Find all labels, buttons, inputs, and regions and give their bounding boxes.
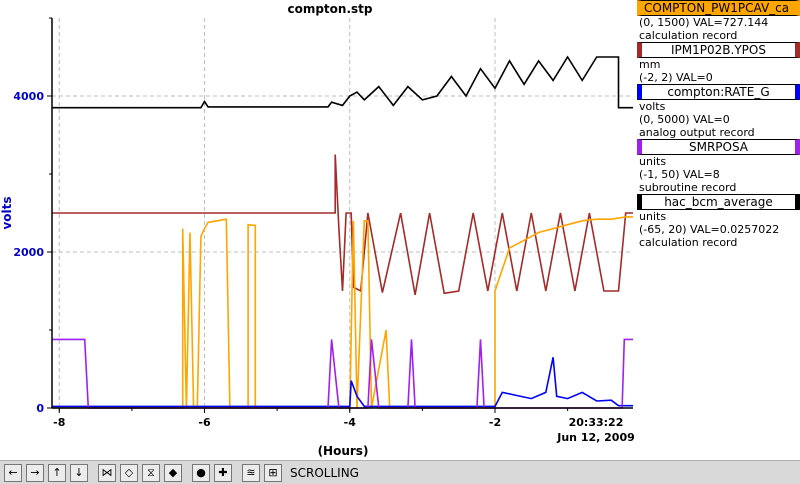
legend-detail: calculation record	[639, 236, 738, 249]
legend-detail: (0, 5000) VAL=0	[639, 113, 730, 126]
pan-left-icon[interactable]: ←	[4, 463, 22, 482]
chart: compton.stp volts (Hours) 20:33:22 Jun 1…	[0, 2, 635, 458]
x-axis-label: (Hours)	[318, 444, 369, 458]
legend-series-name[interactable]: SMRPOSA	[637, 139, 800, 155]
series-line-hac_bcm_average	[52, 55, 633, 109]
autoscale-icon[interactable]: ≊	[242, 463, 260, 482]
add-icon[interactable]: ✚	[214, 463, 232, 482]
zoom-box-icon[interactable]: ⊞	[264, 463, 282, 482]
legend-detail: analog output record	[639, 126, 755, 139]
legend-series-name[interactable]: IPM1P02B.YPOS	[637, 42, 800, 58]
legend-detail: volts	[639, 100, 666, 113]
legend-detail: units	[639, 155, 667, 168]
legend-series-name[interactable]: COMPTON_PW1PCAV_ca	[637, 0, 800, 16]
y-axis-label: volts	[0, 196, 14, 229]
zoom-out-y-icon[interactable]: ◆	[164, 463, 182, 482]
y-tick-label: 4000	[13, 90, 44, 103]
legend-detail: subroutine record	[639, 181, 737, 194]
x-tick-label: -2	[489, 416, 501, 429]
legend-detail: (0, 1500) VAL=727.144	[639, 16, 769, 29]
status-text: SCROLLING	[290, 465, 359, 480]
legend-entry[interactable]: hac_bcm_average units (-65, 20) VAL=0.0257…	[637, 194, 800, 249]
y-tick-label: 0	[36, 402, 44, 415]
zoom-in-x-icon[interactable]: ⋈	[98, 463, 116, 482]
toolbar: ← → ↑ ↓ ⋈ ◇ ⧖ ◆ ● ✚ ≊ ⊞ SCROLLING	[0, 460, 800, 484]
series-line-COMPTON_PW1PCAV_ca	[52, 216, 633, 409]
legend-series-name[interactable]: hac_bcm_average	[637, 194, 800, 210]
zoom-in-y-icon[interactable]: ⧖	[142, 463, 160, 482]
legend-detail: calculation record	[639, 29, 738, 42]
legend: COMPTON_PW1PCAV_ca (0, 1500) VAL=727.144 c…	[637, 0, 800, 249]
legend-detail: mm	[639, 58, 661, 71]
config-icon[interactable]: ●	[192, 463, 210, 482]
x-tick-label: -4	[344, 416, 357, 429]
series-line-compton:RATE_G	[52, 357, 633, 408]
y-tick-label: 2000	[13, 246, 44, 259]
legend-series-name[interactable]: compton:RATE_G	[637, 84, 800, 100]
series-line-IPM1P02B.YPOS	[52, 154, 633, 296]
legend-entry[interactable]: IPM1P02B.YPOS mm (-2, 2) VAL=0	[637, 42, 800, 84]
x-tick-label: -6	[198, 416, 211, 429]
legend-entry[interactable]: COMPTON_PW1PCAV_ca (0, 1500) VAL=727.144 c…	[637, 0, 800, 42]
legend-detail: (-1, 50) VAL=8	[639, 168, 720, 181]
legend-detail: units	[639, 210, 667, 223]
time-label: 20:33:22	[569, 416, 624, 429]
legend-detail: (-65, 20) VAL=0.0257022	[639, 223, 780, 236]
pan-right-icon[interactable]: →	[26, 463, 44, 482]
series-line-SMRPOSA	[52, 338, 633, 409]
date-label: Jun 12, 2009	[556, 431, 635, 444]
legend-entry[interactable]: compton:RATE_G volts (0, 5000) VAL=0 analog…	[637, 84, 800, 139]
legend-detail: (-2, 2) VAL=0	[639, 71, 713, 84]
pan-down-icon[interactable]: ↓	[70, 463, 88, 482]
pan-up-icon[interactable]: ↑	[48, 463, 66, 482]
legend-entry[interactable]: SMRPOSA units (-1, 50) VAL=8 subroutine rec…	[637, 139, 800, 194]
chart-title: compton.stp	[287, 2, 372, 16]
zoom-out-x-icon[interactable]: ◇	[120, 463, 138, 482]
x-tick-label: -8	[53, 416, 65, 429]
